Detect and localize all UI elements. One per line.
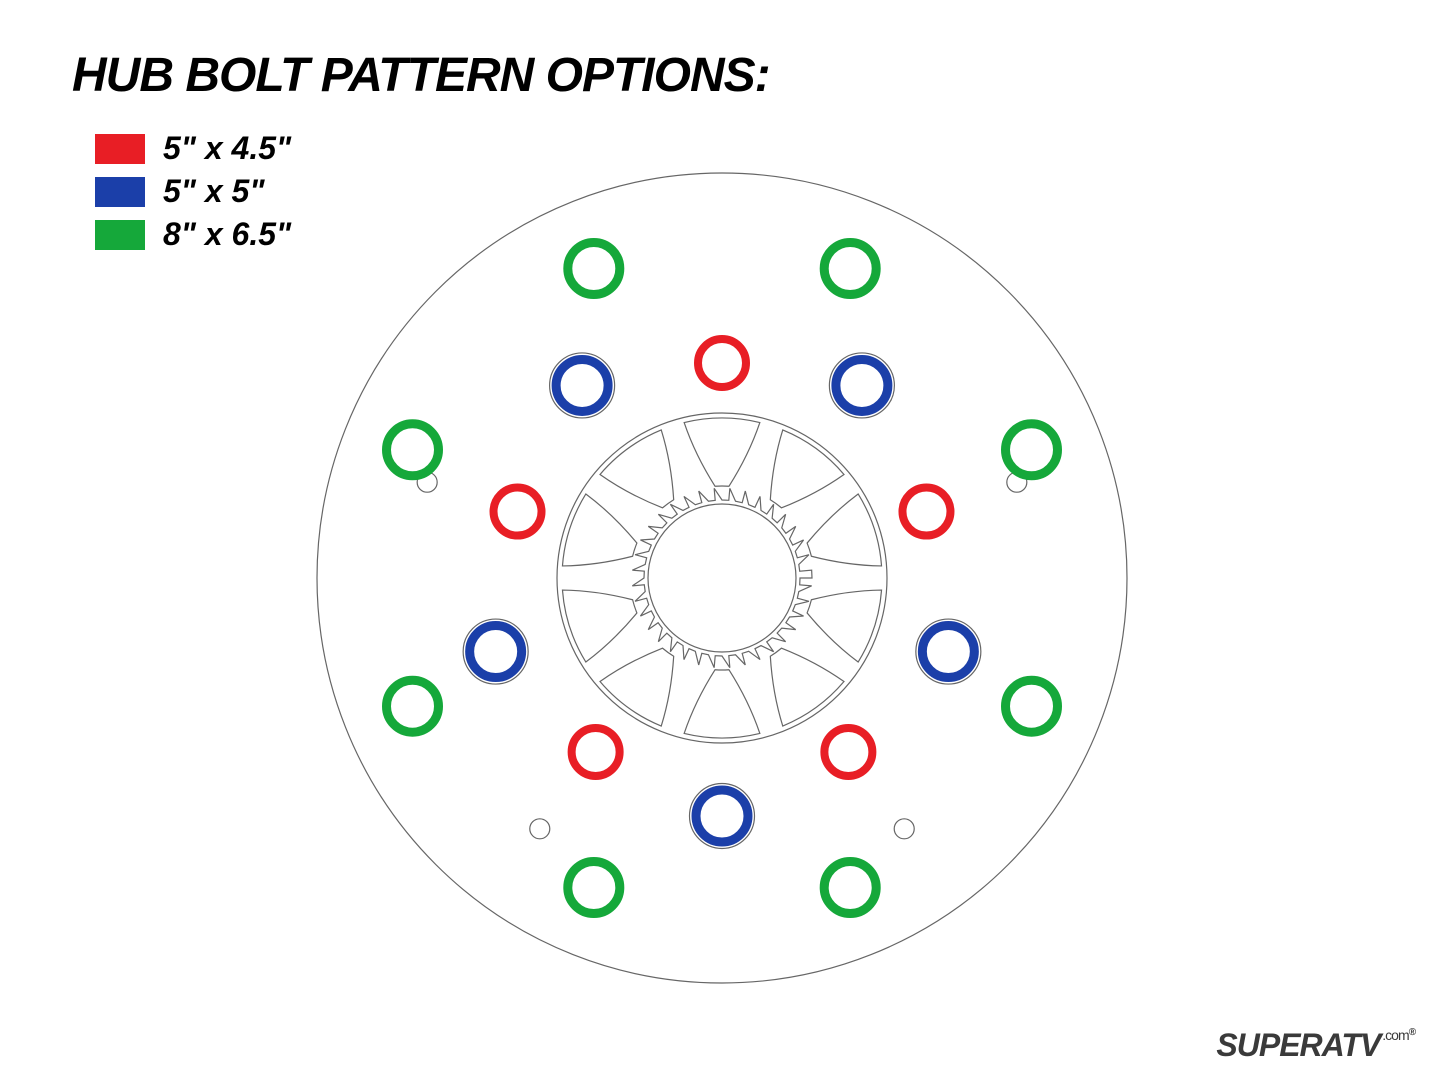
hub-diagram	[312, 168, 1132, 988]
hub-svg	[312, 168, 1132, 988]
legend-label: 5" x 5"	[163, 173, 265, 210]
brand-reg: ®	[1409, 1027, 1415, 1038]
legend-item: 5" x 4.5"	[95, 130, 291, 167]
legend-label: 5" x 4.5"	[163, 130, 291, 167]
brand-logo: SUPERATV.com®	[1216, 1027, 1415, 1064]
legend: 5" x 4.5" 5" x 5" 8" x 6.5"	[95, 130, 291, 259]
page-title: HUB BOLT PATTERN OPTIONS:	[72, 48, 770, 103]
brand-main: SUPERATV	[1216, 1027, 1380, 1063]
legend-label: 8" x 6.5"	[163, 216, 291, 253]
brand-suffix: .com	[1382, 1027, 1408, 1043]
legend-swatch-blue	[95, 177, 145, 207]
legend-item: 5" x 5"	[95, 173, 291, 210]
legend-item: 8" x 6.5"	[95, 216, 291, 253]
legend-swatch-red	[95, 134, 145, 164]
legend-swatch-green	[95, 220, 145, 250]
